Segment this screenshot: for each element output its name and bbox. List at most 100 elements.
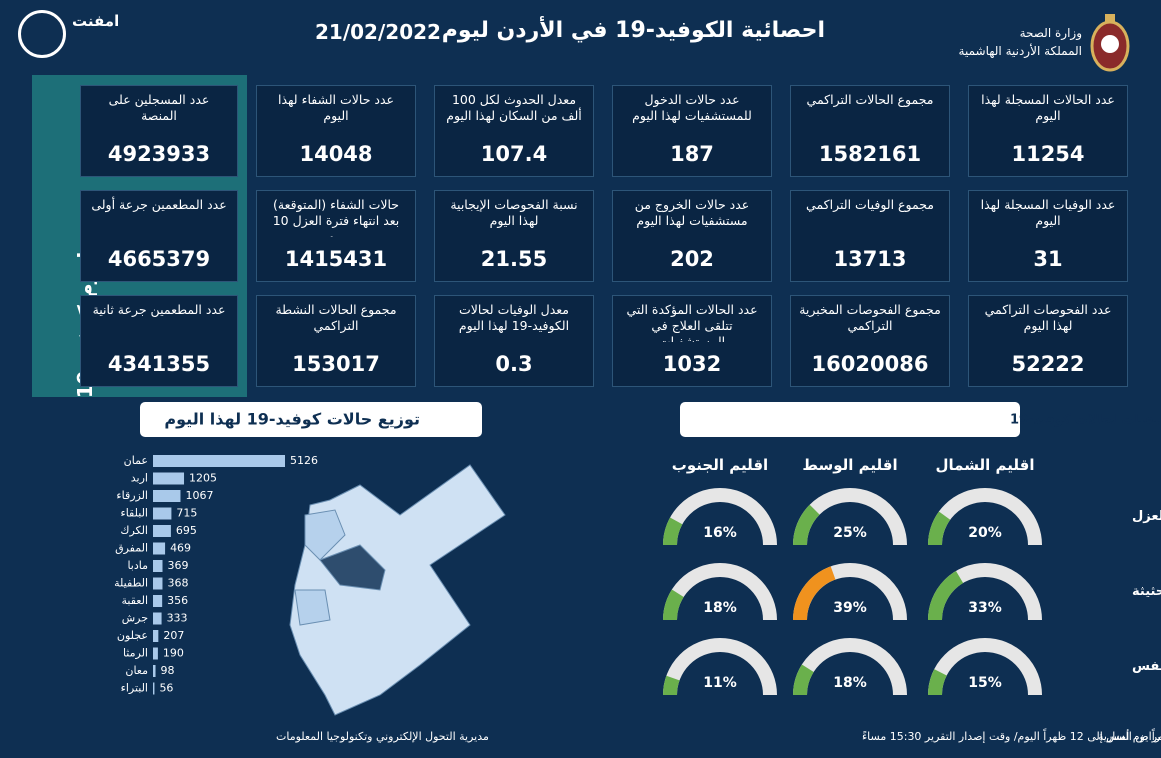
card-value: 187: [670, 142, 714, 166]
stat-card: عدد حالات الدخول للمستشفيات لهذا اليوم 18…: [612, 85, 772, 177]
region-label: اقليم الجنوب: [672, 456, 768, 474]
map: [289, 464, 506, 716]
bar-value: 356: [167, 594, 188, 607]
gauge-value: 39%: [833, 600, 867, 616]
card-value: 16020086: [811, 352, 929, 376]
bar-value: 695: [176, 524, 197, 537]
row-label: نسبة اشغال اجهزة التنفس: [1132, 659, 1161, 674]
stat-card: مجموع الوفيات التراكمي 13713: [790, 190, 950, 282]
distribution-title-box: [140, 402, 482, 437]
bar-value: 369: [168, 559, 189, 572]
org-title: وزارة الصحة: [1019, 26, 1082, 40]
bar-value: 333: [167, 612, 188, 625]
card-label: معدل الحدوث لكل 100 ألف من السكان لهذا ا…: [446, 92, 582, 123]
category-label: العقبة: [122, 594, 149, 607]
category-label: معان: [125, 664, 148, 677]
gauge-fill: [793, 664, 814, 696]
category-label: البلقاء: [121, 507, 148, 520]
region-label: اقليم الوسط: [802, 456, 897, 474]
region-label: اقليم الشمال: [936, 456, 1035, 474]
category-label: اربد: [131, 472, 148, 485]
card-value: 21.55: [480, 247, 548, 271]
gauge-fill: [793, 504, 820, 546]
category-label: الكرك: [120, 524, 148, 537]
bar: [153, 507, 172, 520]
card-value: 11254: [1011, 142, 1085, 166]
bar: [153, 560, 163, 572]
footer-center: بيانات التقرير من الساعة 12 ظهراً يوم أم…: [862, 728, 1161, 743]
logo: [18, 10, 66, 58]
card-value: 0.3: [495, 352, 533, 376]
bar: [153, 490, 181, 502]
category-label: البتراء: [121, 682, 148, 695]
bar-value: 190: [163, 647, 184, 660]
stat-card: معدل الوفيات لحالات الكوفيد-19 لهذا اليو…: [434, 295, 594, 387]
card-label: مجموع الوفيات التراكمي: [806, 197, 934, 212]
logo-text: امفنت: [72, 12, 120, 30]
category-label: الطفيلة: [114, 577, 148, 590]
bar: [153, 542, 166, 555]
gauge-fill: [663, 589, 684, 621]
stat-card: مجموع الحالات النشطة التراكمي 153017: [256, 295, 416, 387]
card-label: مجموع الفحوصات المخبرية التراكمي: [799, 302, 941, 333]
bar: [153, 455, 285, 467]
card-label: معدل الوفيات لحالات الكوفيد-19 لهذا اليو…: [458, 302, 570, 333]
stat-card: مجموع الفحوصات المخبرية التراكمي 16020086: [790, 295, 950, 387]
gauge-fill: [663, 517, 683, 546]
card-value: 107.4: [480, 142, 548, 166]
card-label: عدد الحالات المؤكدة التي تتلقى العلاج في…: [626, 302, 758, 342]
bar: [153, 595, 163, 607]
gauge-value: 11%: [703, 675, 737, 691]
card-value: 4341355: [107, 352, 211, 376]
card-value: 31: [1033, 247, 1063, 271]
gauge-fill: [793, 566, 836, 621]
bar: [153, 647, 158, 660]
bar-value: 469: [170, 542, 191, 555]
stat-card: عدد المطعمين جرعة أولى 4665379: [80, 190, 238, 282]
stat-card: حالات الشفاء (المتوقعة) بعد انتهاء فترة …: [256, 190, 416, 282]
bar-value: 56: [159, 682, 173, 695]
gauge-track: [663, 638, 777, 696]
bar-value: 98: [161, 664, 175, 677]
card-value: 1032: [662, 352, 722, 376]
category-label: عمان: [124, 454, 148, 467]
card-label: عدد حالات الشفاء لهذا اليوم: [278, 92, 394, 123]
category-label: عجلون: [117, 629, 148, 642]
stat-card: عدد الوفيات المسجلة لهذا اليوم 31: [968, 190, 1128, 282]
stat-card: عدد الحالات المؤكدة التي تتلقى العلاج في…: [612, 295, 772, 387]
stat-card: عدد حالات الخروج من مستشفيات لهذا اليوم 2…: [612, 190, 772, 282]
org-subtitle: المملكة الأردنية الهاشمية: [958, 44, 1082, 58]
bar: [153, 577, 163, 590]
gauge-value: 18%: [833, 675, 867, 691]
category-label: المفرق: [115, 542, 148, 555]
stat-card: عدد المطعمين جرعة ثانية 4341355: [80, 295, 238, 387]
card-label: عدد المسجلين على المنصة: [108, 92, 210, 123]
gauge-fill: [663, 675, 680, 696]
bar: [153, 525, 171, 537]
stat-card: عدد الحالات المسجلة لهذا اليوم 11254: [968, 85, 1128, 177]
card-value: 14048: [299, 142, 373, 166]
category-label: مادبا: [127, 559, 148, 572]
card-label: مجموع الحالات النشطة التراكمي: [275, 302, 397, 333]
date: 21/02/2022: [315, 20, 441, 44]
gauge-value: 18%: [703, 600, 737, 616]
stat-card: مجموع الحالات التراكمي 1582161: [790, 85, 950, 177]
card-label: عدد الفحوصات التراكمي لهذا اليوم: [984, 302, 1112, 333]
gauge-fill: [928, 511, 951, 546]
bar-value: 5126: [290, 454, 318, 467]
stat-card: عدد الفحوصات التراكمي لهذا اليوم 52222: [968, 295, 1128, 387]
gauge-value: 20%: [968, 525, 1002, 541]
bar-value: 368: [167, 577, 188, 590]
footer-right: مديرية الأمراض السارية: [1098, 729, 1161, 743]
stat-card: عدد حالات الشفاء لهذا اليوم 14048: [256, 85, 416, 177]
card-label: عدد حالات الخروج من مستشفيات لهذا اليوم: [634, 197, 750, 228]
card-label: مجموع الحالات التراكمي: [806, 92, 934, 107]
distribution-title: توزيع حالات كوفيد-19 لهذا اليوم: [164, 410, 420, 429]
bar: [153, 682, 155, 695]
card-value: 13713: [833, 247, 907, 271]
card-value: 1582161: [818, 142, 922, 166]
card-value: 52222: [1011, 352, 1085, 376]
card-label: نسبة الفحوصات الإيجابية لهذا اليوم: [450, 197, 578, 228]
gauge-value: 15%: [968, 675, 1002, 691]
